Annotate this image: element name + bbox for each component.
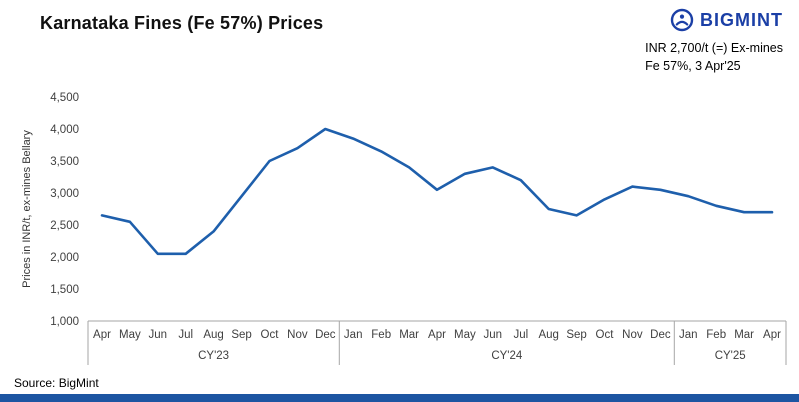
y-tick-label: 3,000 (50, 188, 79, 200)
x-tick-label: Jan (344, 329, 363, 341)
x-tick-label: Jun (149, 329, 168, 341)
annotation-price-line: INR 2,700/t (=) Ex-mines (645, 41, 783, 55)
x-tick-label: Apr (428, 329, 446, 341)
x-tick-label: Feb (706, 329, 726, 341)
x-tick-label: Jul (178, 329, 193, 341)
price-line-series (100, 127, 774, 256)
x-tick-label: May (119, 329, 141, 341)
x-tick-label: Aug (538, 329, 558, 341)
bigmint-logo: BIGMINT (670, 8, 783, 32)
x-tick-label: Sep (566, 329, 586, 341)
x-tick-label: Jun (484, 329, 503, 341)
bigmint-logo-icon (670, 8, 694, 32)
annotation-date-line: Fe 57%, 3 Apr'25 (645, 58, 741, 73)
y-tick-label: 2,000 (50, 252, 79, 264)
x-tick-label: Dec (315, 329, 336, 341)
y-tick-label: 1,000 (50, 316, 79, 328)
y-tick-label: 4,000 (50, 124, 79, 136)
x-tick-label: Nov (287, 329, 308, 341)
x-tick-label: Feb (371, 329, 391, 341)
x-tick-label: Nov (622, 329, 643, 341)
y-tick-label: 4,500 (50, 92, 79, 104)
x-tick-label: May (454, 329, 476, 341)
year-group-label: CY'24 (491, 350, 523, 362)
x-tick-label: Mar (734, 329, 754, 341)
x-tick-label: Oct (596, 329, 615, 341)
x-tick-label: Aug (203, 329, 223, 341)
y-tick-label: 1,500 (50, 284, 79, 296)
footer-bar (0, 394, 799, 402)
x-tick-label: Sep (231, 329, 251, 341)
x-tick-label: Jan (679, 329, 698, 341)
x-tick-label: Apr (763, 329, 781, 341)
x-tick-label: Apr (93, 329, 111, 341)
bigmint-logo-text: BIGMINT (700, 9, 783, 30)
source-note: Source: BigMint (14, 376, 99, 390)
x-tick-label: Oct (261, 329, 280, 341)
y-tick-label: 3,500 (50, 156, 79, 168)
y-tick-label: 2,500 (50, 220, 79, 232)
page-title: Karnataka Fines (Fe 57%) Prices (40, 13, 324, 33)
x-tick-label: Mar (399, 329, 419, 341)
year-group-label: CY'25 (715, 350, 746, 362)
price-annotation: INR 2,700/t (=) Ex-mines Fe 57%, 3 Apr'2… (645, 40, 783, 75)
x-tick-label: Dec (650, 329, 671, 341)
x-tick-label: Jul (513, 329, 528, 341)
year-group-label: CY'23 (198, 350, 229, 362)
